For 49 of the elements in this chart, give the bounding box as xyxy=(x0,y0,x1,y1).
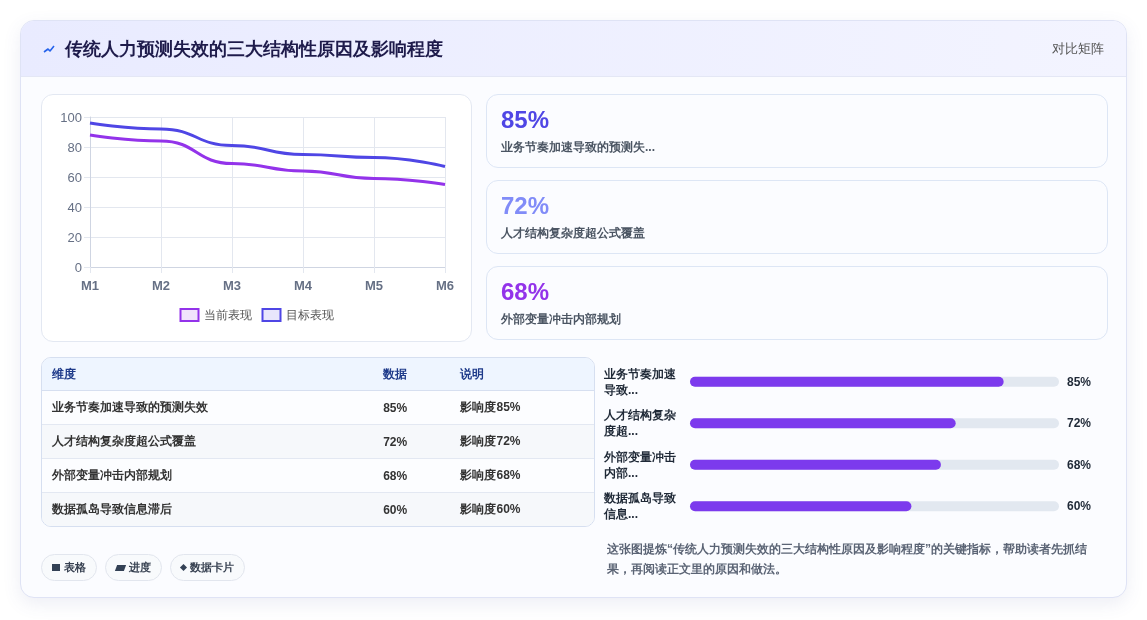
category-label: 影响度60% xyxy=(460,502,521,516)
text: 68% xyxy=(383,468,408,483)
category-label: 人才结构复杂度超公式覆盖 xyxy=(42,424,374,459)
category-label: 外部变量冲击内部规划 xyxy=(501,311,622,328)
text: 60% xyxy=(383,502,408,517)
x-tick-label: M3 xyxy=(222,278,242,293)
y-tick-label: 人才结构复杂度超... xyxy=(603,408,676,439)
text: 说明 xyxy=(450,358,594,391)
text: 对比矩阵 xyxy=(1052,39,1104,58)
category-label: 人才结构复杂度超公式覆盖 xyxy=(501,225,646,242)
data-label: 72% xyxy=(1067,416,1092,431)
text: 72% xyxy=(383,434,408,449)
y-tick-label: 业务节奏加速导致... xyxy=(603,366,677,397)
text: 数据 xyxy=(373,358,451,391)
x-tick-label: M6 xyxy=(435,278,455,293)
y-tick-label: 100 xyxy=(60,109,82,125)
category-label: 外部变量冲击内部规划 xyxy=(42,458,374,493)
category-label: 业务节奏加速导致的预测失效 xyxy=(42,390,374,425)
legend-label: 当前表现 xyxy=(203,308,252,322)
category-label: 业务节奏加速导致的预测失... xyxy=(501,139,656,156)
y-tick-label: 40 xyxy=(67,199,82,215)
text: 这张图提炼“传统人力预测失效的三大结构性原因及影响程度”的关键指标，帮助读者先抓结果，再阅读正文里的原因和做法。 xyxy=(607,541,1088,578)
category-label: 数据孤岛导致信息滞后 xyxy=(51,501,173,518)
y-tick-label: 20 xyxy=(67,229,82,245)
text: 进度 xyxy=(129,560,151,575)
y-tick-label: 外部变量冲击内部... xyxy=(603,449,676,480)
text: 数据卡片 xyxy=(190,560,234,575)
legend-label: 目标表现 xyxy=(285,308,334,322)
text: 68% xyxy=(501,278,550,305)
text: 85% xyxy=(501,106,550,133)
x-tick-label: M2 xyxy=(151,278,171,293)
text: 传统人力预测失效的三大结构性原因及影响程度 xyxy=(65,37,444,61)
y-tick-label: 80 xyxy=(67,139,82,155)
data-label: 85% xyxy=(1067,374,1092,389)
x-tick-label: M5 xyxy=(364,278,384,293)
category-label: 影响度72% xyxy=(460,434,521,448)
text: 72% xyxy=(501,192,550,219)
y-tick-label: 0 xyxy=(74,259,82,275)
data-label: 60% xyxy=(1067,499,1092,514)
y-tick-label: 数据孤岛导致信息... xyxy=(603,491,676,522)
y-tick-label: 60 xyxy=(67,169,82,185)
text: 表格 xyxy=(64,560,86,575)
x-tick-label: M1 xyxy=(80,278,100,293)
x-tick-label: M4 xyxy=(293,278,313,293)
category-label: 影响度68% xyxy=(460,468,521,482)
data-label: 68% xyxy=(1067,457,1092,472)
text: 维度 xyxy=(42,358,374,391)
text: 85% xyxy=(383,400,408,415)
category-label: 影响度85% xyxy=(460,400,521,414)
